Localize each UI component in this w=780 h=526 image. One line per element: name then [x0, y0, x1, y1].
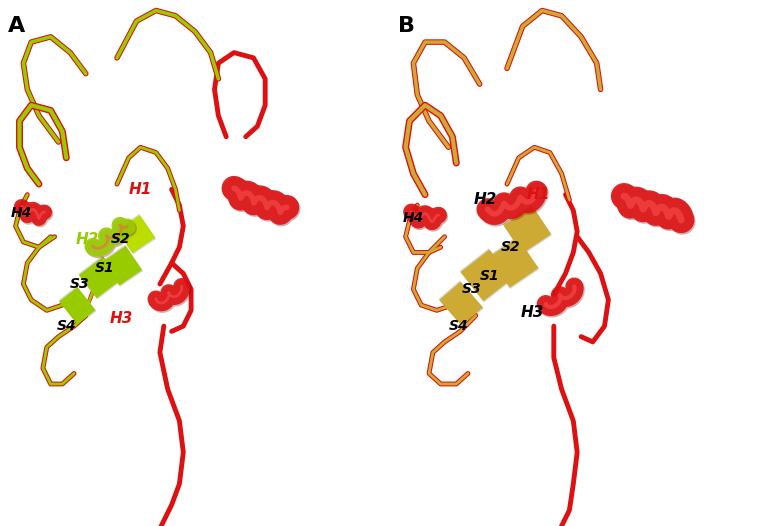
Text: B: B — [398, 16, 415, 36]
Text: H2: H2 — [474, 193, 497, 207]
Text: H3: H3 — [521, 306, 544, 320]
Text: A: A — [8, 16, 25, 36]
Text: H4: H4 — [11, 206, 32, 220]
Text: H4: H4 — [402, 211, 424, 225]
Text: S4: S4 — [448, 319, 468, 333]
Text: H3: H3 — [109, 311, 133, 326]
Text: H1: H1 — [129, 182, 152, 197]
Text: H1: H1 — [526, 187, 550, 202]
Text: S1: S1 — [94, 261, 115, 275]
Text: S1: S1 — [480, 269, 499, 283]
Text: S2: S2 — [110, 232, 130, 246]
Text: S3: S3 — [70, 277, 90, 291]
Text: H2: H2 — [76, 232, 99, 247]
Text: S3: S3 — [462, 282, 482, 296]
Text: S2: S2 — [500, 240, 520, 254]
Text: S4: S4 — [56, 319, 76, 333]
